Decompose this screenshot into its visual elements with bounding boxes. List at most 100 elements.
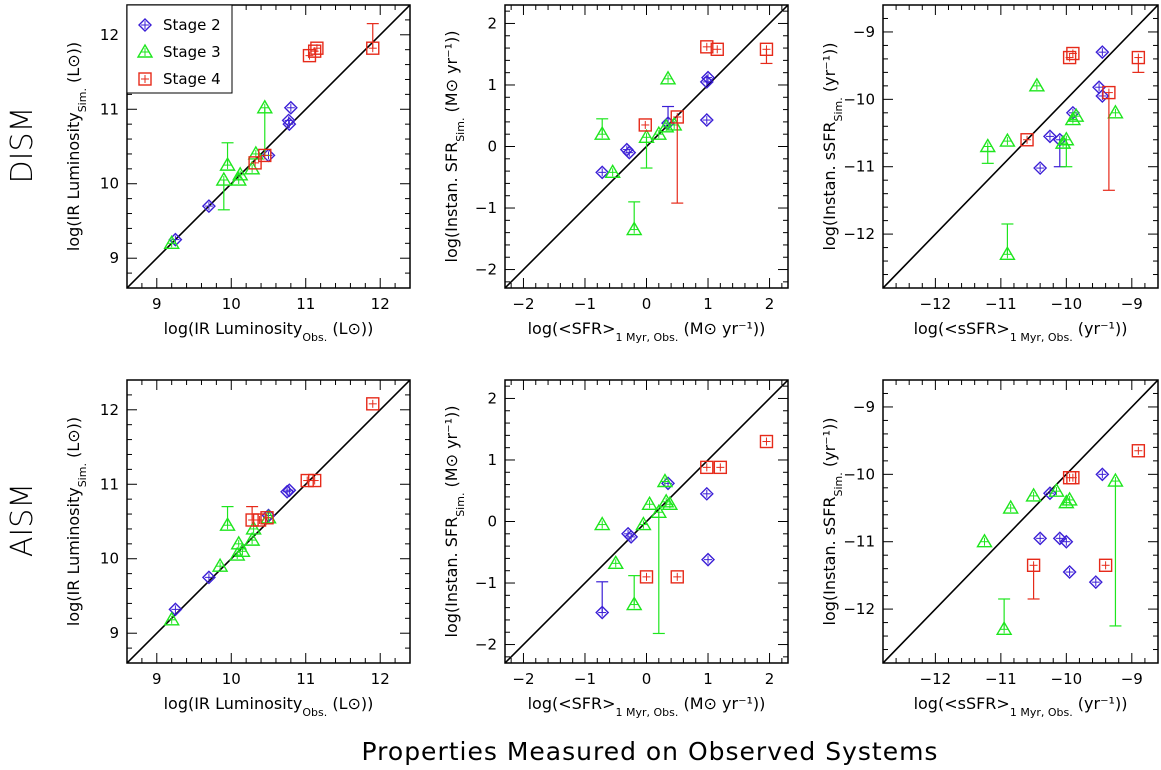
x-tick-label: −11 [985, 295, 1017, 313]
data-point [713, 460, 728, 475]
y-tick-label: 1 [487, 76, 497, 94]
y-axis-label: log(Instan. SFRSim. (M⊙ yr⁻¹)) [442, 406, 467, 638]
data-point [302, 48, 317, 63]
panel-dism-sfr: −2 −1 0 1 2 −2 −1 0 1 2 log(<SFR>1 Myr, Obs. (M⊙ y… [442, 4, 789, 344]
series-stage-4 [245, 397, 380, 527]
data-point [1131, 50, 1146, 65]
data-point [1002, 499, 1019, 514]
x-tick-label: 0 [642, 670, 652, 688]
y-tick-label: −2 [475, 261, 497, 279]
data-point [699, 113, 714, 128]
data-point [163, 611, 180, 626]
data-point [638, 128, 655, 143]
series-stage-3 [163, 99, 273, 250]
data-point [650, 503, 668, 518]
y-tick-label: −11 [843, 158, 875, 176]
data-point [1028, 77, 1046, 92]
y-tick-label: 12 [100, 26, 119, 44]
data-point [625, 596, 643, 611]
x-tick-label: 10 [222, 670, 241, 688]
data-point [624, 529, 639, 544]
series-stage-3 [976, 472, 1124, 636]
plot-area [505, 5, 788, 288]
plot-area [505, 380, 788, 663]
data-point [201, 570, 216, 585]
data-point [248, 156, 262, 170]
plot-frame [126, 4, 411, 289]
x-tick-label: 0 [642, 295, 652, 313]
data-point [701, 70, 716, 85]
x-axis-label: log(<sSFR>1 Myr, Obs. (yr⁻¹)) [914, 694, 1128, 719]
data-point [211, 557, 229, 572]
data-point [635, 516, 652, 531]
x-tick-label: −1 [574, 670, 596, 688]
x-tick-label: 12 [371, 295, 390, 313]
x-tick-label: −9 [1121, 295, 1143, 313]
one-to-one-line [883, 5, 1158, 288]
data-point [258, 148, 272, 163]
plot-frame [882, 4, 1159, 289]
data-point [641, 495, 658, 510]
y-axis-label: log(Instan. sSFRSim. (yr⁻¹)) [820, 42, 845, 250]
data-point [625, 221, 643, 236]
x-tick-label: 2 [765, 295, 775, 313]
series-stage-4 [638, 40, 774, 204]
y-tick-label: −11 [843, 533, 875, 551]
data-point [650, 125, 668, 140]
data-point [700, 40, 714, 54]
y-tick-label: −9 [853, 398, 875, 416]
plot-area [883, 5, 1158, 288]
series-stage-4 [248, 23, 380, 170]
plot-area [883, 380, 1158, 663]
y-tick-label: 9 [109, 624, 119, 642]
data-point [1095, 45, 1110, 60]
series-stage-3 [593, 70, 683, 236]
data-point [656, 473, 674, 488]
data-point [1054, 134, 1072, 149]
legend-marker [136, 43, 154, 58]
data-point [1020, 133, 1034, 147]
data-point [999, 132, 1016, 147]
y-axis-label: log(IR LuminositySim. (L⊙)) [64, 417, 89, 626]
data-point [366, 41, 380, 55]
data-point [252, 513, 267, 527]
y-tick-label: 2 [487, 389, 497, 407]
data-point [163, 234, 180, 250]
x-axis-label: log(IR LuminosityObs. (L⊙)) [164, 319, 374, 344]
x-axis-label: log(IR LuminosityObs. (L⊙)) [164, 694, 374, 719]
y-axis-label: log(IR LuminositySim. (L⊙)) [64, 42, 89, 251]
data-point [638, 118, 652, 132]
x-tick-label: 1 [703, 295, 713, 313]
x-tick-label: −9 [1121, 670, 1143, 688]
x-axis-label: log(<SFR>1 Myr, Obs. (M⊙ yr⁻¹)) [528, 319, 766, 344]
y-tick-label: 2 [487, 14, 497, 32]
series-stage-2 [595, 70, 716, 180]
x-tick-label: −10 [1051, 670, 1083, 688]
series-stage-3 [593, 473, 679, 635]
data-point [593, 125, 611, 140]
plot-area [127, 380, 410, 663]
y-tick-label: 9 [109, 249, 119, 267]
panel-dism-ssfr: −12 −11 −10 −9 −12 −11 −10 −9 log(<sSFR>1 Myr, O… [820, 4, 1159, 344]
series-stage-4 [639, 434, 774, 584]
panel-dism-ir: 9 10 11 12 9 10 11 12 log(IR LuminosityObs. (L⊙)… [64, 4, 411, 344]
plot-frame [126, 379, 411, 664]
data-point [168, 602, 183, 617]
legend-label: Stage 3 [163, 43, 221, 61]
y-tick-label: −1 [475, 574, 497, 592]
y-tick-label: 11 [100, 475, 119, 493]
x-tick-label: −12 [920, 670, 952, 688]
y-tick-label: −10 [843, 90, 875, 108]
data-point [1061, 491, 1078, 506]
data-point [307, 473, 322, 488]
plot-frame [882, 379, 1159, 664]
data-point [1042, 129, 1057, 144]
panel-aism-sfr: −2 −1 0 1 2 −2 −1 0 1 2 log(<SFR>1 Myr, Obs. (M⊙ y… [442, 379, 789, 719]
series-stage-3 [979, 77, 1124, 261]
data-point [307, 44, 322, 58]
data-point [1066, 46, 1080, 61]
data-point [282, 117, 297, 132]
data-point [995, 620, 1013, 636]
